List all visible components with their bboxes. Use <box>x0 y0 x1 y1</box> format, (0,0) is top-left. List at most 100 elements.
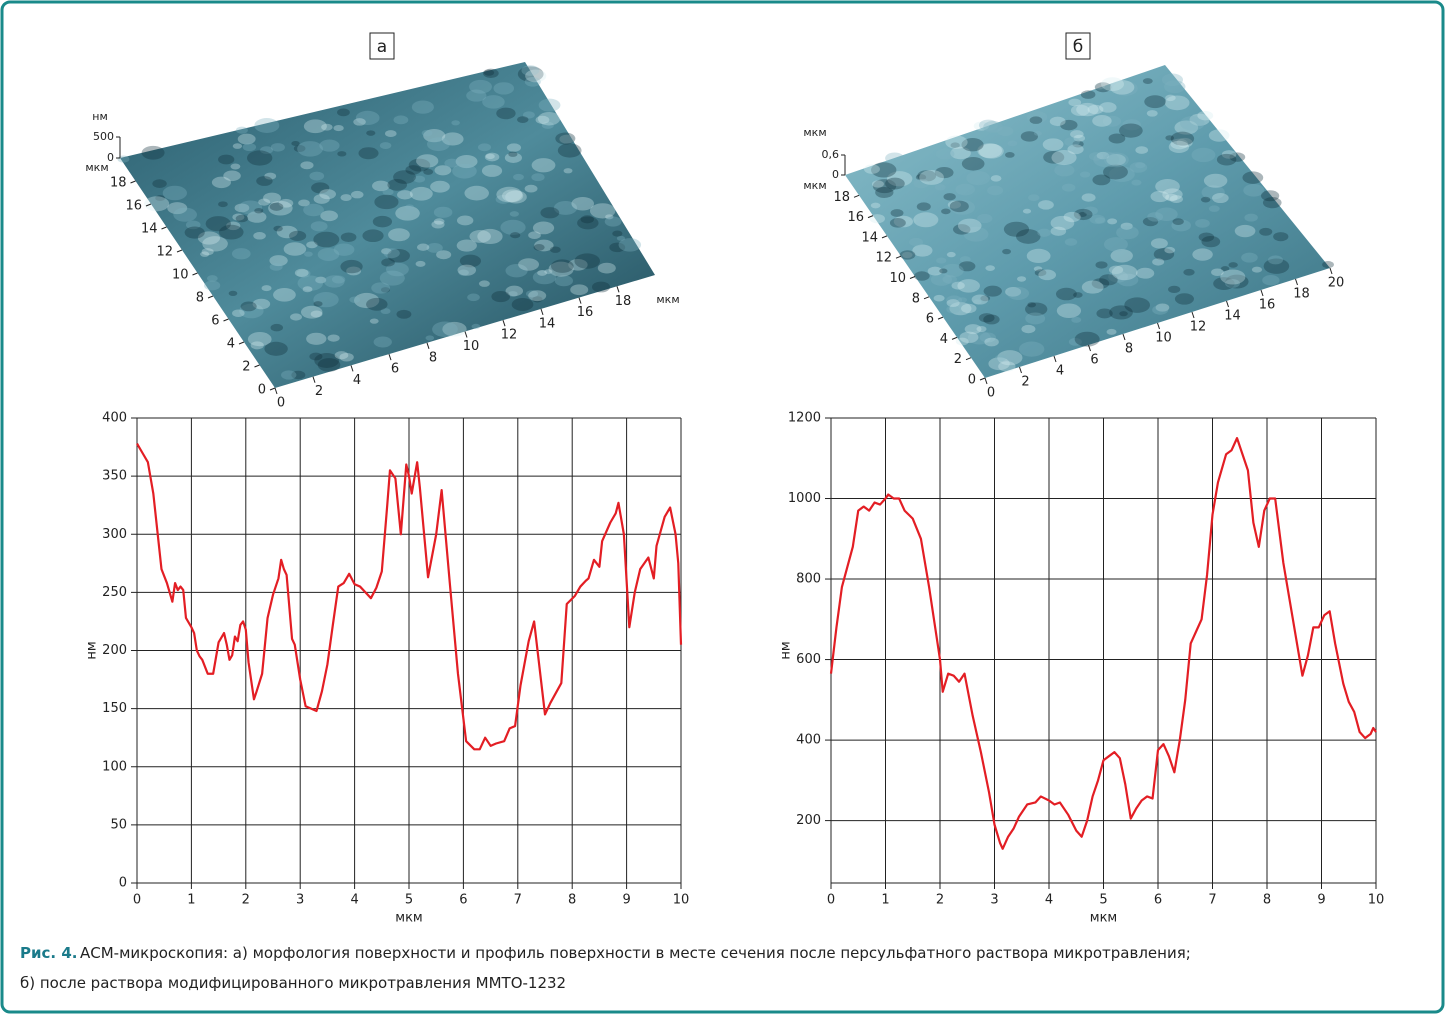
y-tick-label: 10 <box>889 271 906 286</box>
y-tick-label: 18 <box>833 190 850 205</box>
y-tick-label: 4 <box>940 332 948 347</box>
surface-texture <box>517 116 528 123</box>
surface-texture <box>1005 152 1015 158</box>
surface-texture <box>531 173 544 181</box>
surface-texture <box>1088 105 1104 114</box>
surface-texture <box>537 270 547 276</box>
surface-texture <box>1235 225 1256 237</box>
surface-texture <box>1201 236 1220 247</box>
surface-texture <box>410 187 433 201</box>
surface-texture <box>984 338 999 347</box>
surface-texture <box>528 290 546 301</box>
surface-texture <box>1071 317 1081 323</box>
surface-texture <box>956 338 969 346</box>
x-tick-label: 6 <box>391 362 399 377</box>
surface-texture <box>163 186 187 201</box>
surface-texture <box>1037 229 1051 237</box>
surface-texture <box>304 251 313 256</box>
surface-texture <box>212 177 231 188</box>
y-tick <box>162 227 167 229</box>
surface-texture <box>258 199 270 206</box>
z-tick-label: 0,6 <box>822 148 840 161</box>
surface-texture <box>1054 164 1074 176</box>
y-tick <box>224 319 229 321</box>
surface-texture <box>366 298 388 311</box>
surface-texture <box>270 203 284 211</box>
x-tick <box>313 377 315 383</box>
surface-texture <box>262 285 272 291</box>
surface-texture <box>551 259 574 273</box>
surface-texture <box>1071 105 1090 116</box>
x-tick-label: 5 <box>1099 893 1107 908</box>
surface-texture <box>558 143 582 157</box>
surface-texture <box>1075 332 1100 347</box>
surface-texture <box>380 142 391 149</box>
surface-texture <box>1147 110 1158 117</box>
surface-texture <box>612 231 622 237</box>
surface-texture <box>340 260 362 273</box>
surface-texture <box>941 208 951 214</box>
x-tick <box>1123 334 1125 340</box>
caption-line: АСМ-микроскопия: а) морфология поверхнос… <box>80 944 1191 962</box>
surface-texture <box>502 189 523 202</box>
surface-texture <box>284 242 306 255</box>
surface-texture <box>1195 219 1210 228</box>
surface-texture <box>1244 227 1252 232</box>
surface-texture <box>1209 129 1230 141</box>
x-tick <box>579 298 581 304</box>
surface-texture <box>1136 268 1154 279</box>
surface-texture <box>1130 162 1148 173</box>
surface-texture <box>619 238 642 252</box>
surface-texture <box>592 282 610 293</box>
x-tick-label: 9 <box>622 893 630 908</box>
x-axis-label: мкм <box>656 293 679 306</box>
x-tick <box>985 378 987 384</box>
surface-texture <box>1057 303 1081 318</box>
surface-texture <box>512 298 534 311</box>
y-tick-label: 14 <box>141 222 158 237</box>
x-tick-label: 0 <box>133 893 141 908</box>
surface-texture <box>1124 297 1150 312</box>
surface-texture <box>230 164 240 170</box>
surface-texture <box>550 246 561 252</box>
surface-texture <box>934 295 945 302</box>
surface-texture <box>1080 171 1090 177</box>
x-tick-label: 7 <box>1208 893 1216 908</box>
surface-texture <box>366 130 375 135</box>
surface-texture <box>1030 116 1043 124</box>
surface-texture <box>388 228 410 241</box>
surface-texture <box>219 225 244 240</box>
panel-label: б <box>1073 37 1083 57</box>
surface-texture <box>251 341 264 349</box>
y-tick-label: 2 <box>954 352 962 367</box>
y-axis-label: мкм <box>85 161 108 174</box>
surface-texture <box>218 155 234 165</box>
x-tick-label: 10 <box>673 893 690 908</box>
surface-texture <box>1273 232 1288 241</box>
surface-texture <box>271 324 283 331</box>
surface-texture <box>1056 288 1077 301</box>
y-tick <box>882 236 887 238</box>
surface-texture <box>1173 218 1184 225</box>
surface-texture <box>972 294 989 304</box>
surface-texture <box>309 172 324 181</box>
surface-texture <box>313 232 339 248</box>
surface-texture <box>534 244 545 251</box>
surface-texture <box>1028 194 1039 201</box>
surface-texture <box>1165 95 1176 101</box>
x-tick <box>1261 290 1263 296</box>
surface-texture <box>341 233 357 242</box>
surface-texture <box>337 109 350 117</box>
surface-texture <box>321 124 332 131</box>
surface-texture <box>349 296 360 303</box>
x-tick-label: 4 <box>1056 364 1064 379</box>
y-tick-label: 0 <box>119 876 127 891</box>
surface-texture <box>1104 152 1129 167</box>
x-tick-label: 2 <box>936 893 944 908</box>
surface-texture <box>1192 148 1216 162</box>
surface-texture <box>1027 249 1051 263</box>
surface-texture <box>1268 255 1283 264</box>
surface-texture <box>1175 293 1194 304</box>
surface-texture <box>477 229 502 244</box>
x-tick-label: 5 <box>405 893 413 908</box>
